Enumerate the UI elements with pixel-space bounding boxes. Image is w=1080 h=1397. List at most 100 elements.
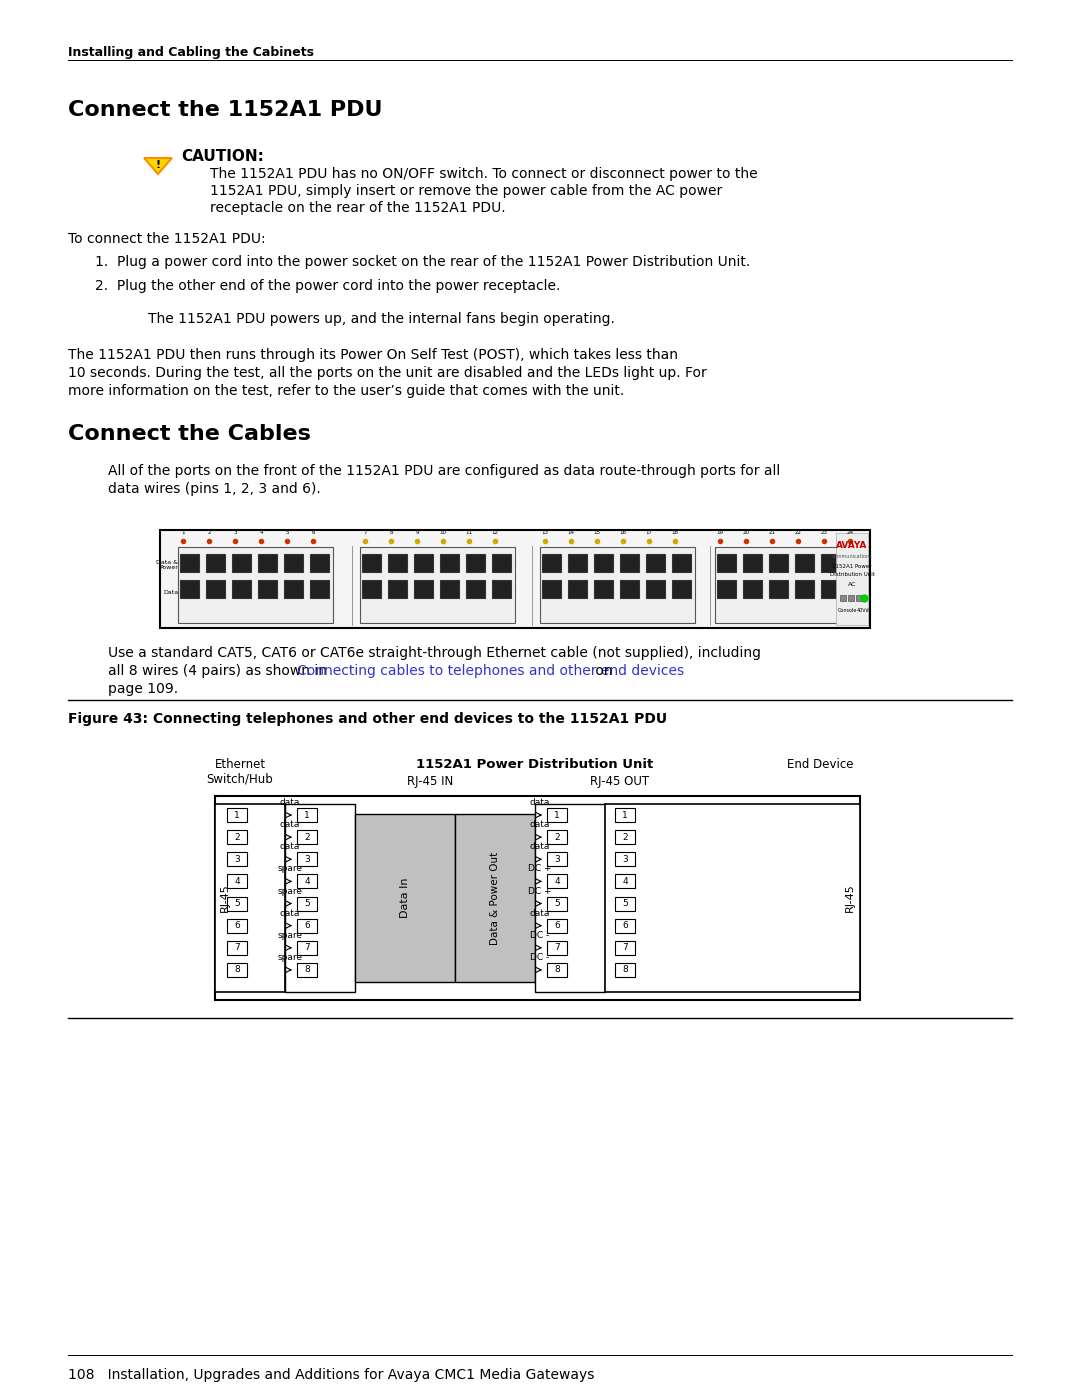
- Bar: [492, 555, 511, 571]
- Text: on: on: [591, 664, 612, 678]
- Bar: [840, 595, 846, 601]
- Bar: [284, 555, 303, 571]
- Text: Data In: Data In: [400, 877, 410, 918]
- Bar: [232, 555, 251, 571]
- Text: 18: 18: [672, 531, 678, 535]
- Text: 12: 12: [491, 531, 499, 535]
- Bar: [362, 580, 381, 598]
- Text: The 1152A1 PDU powers up, and the internal fans begin operating.: The 1152A1 PDU powers up, and the intern…: [148, 312, 615, 326]
- Bar: [215, 796, 860, 1000]
- Text: 2: 2: [207, 531, 211, 535]
- Bar: [355, 814, 455, 982]
- Bar: [232, 580, 251, 598]
- Text: 3: 3: [554, 855, 559, 863]
- Text: 9: 9: [415, 531, 419, 535]
- Text: 1: 1: [305, 810, 310, 820]
- Text: 4: 4: [305, 877, 310, 886]
- Text: more information on the test, refer to the user’s guide that comes with the unit: more information on the test, refer to t…: [68, 384, 624, 398]
- Text: 22: 22: [795, 531, 801, 535]
- Bar: [615, 919, 635, 933]
- Bar: [769, 580, 788, 598]
- Text: page 109.: page 109.: [108, 682, 178, 696]
- Bar: [546, 852, 567, 866]
- Bar: [227, 963, 247, 977]
- Bar: [847, 555, 866, 571]
- Text: Data & Power Out: Data & Power Out: [490, 851, 500, 944]
- Bar: [594, 580, 613, 598]
- Text: 40Vdc: 40Vdc: [856, 608, 872, 612]
- Bar: [297, 852, 318, 866]
- Bar: [717, 555, 735, 571]
- Text: 1152A1 Power: 1152A1 Power: [833, 563, 872, 569]
- Bar: [743, 555, 762, 571]
- Bar: [542, 580, 561, 598]
- Bar: [605, 805, 860, 992]
- Text: data: data: [280, 842, 300, 851]
- Bar: [440, 555, 459, 571]
- Bar: [297, 963, 318, 977]
- Bar: [180, 555, 199, 571]
- Bar: [465, 555, 485, 571]
- Text: 7: 7: [622, 943, 627, 953]
- Bar: [672, 580, 691, 598]
- Bar: [297, 807, 318, 821]
- Text: Console: Console: [837, 608, 856, 612]
- Bar: [836, 534, 868, 624]
- Text: DC +: DC +: [528, 887, 552, 895]
- Text: 8: 8: [234, 965, 240, 974]
- Text: RJ-45 IN: RJ-45 IN: [407, 775, 454, 788]
- Bar: [206, 555, 225, 571]
- Bar: [297, 897, 318, 911]
- Text: 7: 7: [363, 531, 367, 535]
- Bar: [297, 830, 318, 844]
- Bar: [215, 805, 285, 992]
- Text: Use a standard CAT5, CAT6 or CAT6e straight-through Ethernet cable (not supplied: Use a standard CAT5, CAT6 or CAT6e strai…: [108, 645, 761, 659]
- Bar: [258, 580, 276, 598]
- Text: 6: 6: [311, 531, 314, 535]
- Text: Data &
Power: Data & Power: [156, 560, 178, 570]
- Bar: [615, 807, 635, 821]
- Text: 3: 3: [233, 531, 237, 535]
- Text: Installing and Cabling the Cabinets: Installing and Cabling the Cabinets: [68, 46, 314, 59]
- Text: 23: 23: [821, 531, 827, 535]
- Text: 3: 3: [234, 855, 240, 863]
- Text: Switch/Hub: Switch/Hub: [206, 773, 273, 787]
- Text: spare: spare: [278, 930, 302, 940]
- Bar: [388, 580, 407, 598]
- Text: 2: 2: [234, 833, 240, 841]
- Bar: [646, 555, 665, 571]
- Text: 14: 14: [567, 531, 575, 535]
- Text: 5: 5: [305, 900, 310, 908]
- Text: Connecting cables to telephones and other end devices: Connecting cables to telephones and othe…: [297, 664, 684, 678]
- Text: 24: 24: [847, 531, 853, 535]
- Text: communications: communications: [832, 553, 873, 559]
- Text: Distribution Unit: Distribution Unit: [829, 573, 875, 577]
- Bar: [546, 807, 567, 821]
- Bar: [546, 963, 567, 977]
- Bar: [715, 548, 860, 623]
- Bar: [227, 875, 247, 888]
- Bar: [568, 580, 588, 598]
- Text: spare: spare: [278, 887, 302, 895]
- Bar: [414, 555, 433, 571]
- Text: To connect the 1152A1 PDU:: To connect the 1152A1 PDU:: [68, 232, 266, 246]
- Text: 4: 4: [554, 877, 559, 886]
- Text: data: data: [530, 798, 550, 807]
- Text: 20: 20: [743, 531, 750, 535]
- Text: 17: 17: [646, 531, 652, 535]
- Bar: [227, 807, 247, 821]
- Bar: [227, 830, 247, 844]
- Bar: [546, 919, 567, 933]
- Bar: [535, 805, 605, 992]
- Bar: [615, 875, 635, 888]
- Bar: [297, 919, 318, 933]
- Text: The 1152A1 PDU has no ON/OFF switch. To connect or disconnect power to the: The 1152A1 PDU has no ON/OFF switch. To …: [210, 168, 758, 182]
- Text: data: data: [280, 820, 300, 830]
- Text: RJ-45: RJ-45: [845, 884, 855, 912]
- Bar: [615, 940, 635, 954]
- Bar: [848, 595, 854, 601]
- Text: 21: 21: [769, 531, 775, 535]
- Text: 108   Installation, Upgrades and Additions for Avaya CMC1 Media Gateways: 108 Installation, Upgrades and Additions…: [68, 1368, 594, 1382]
- Bar: [620, 555, 639, 571]
- Bar: [180, 580, 199, 598]
